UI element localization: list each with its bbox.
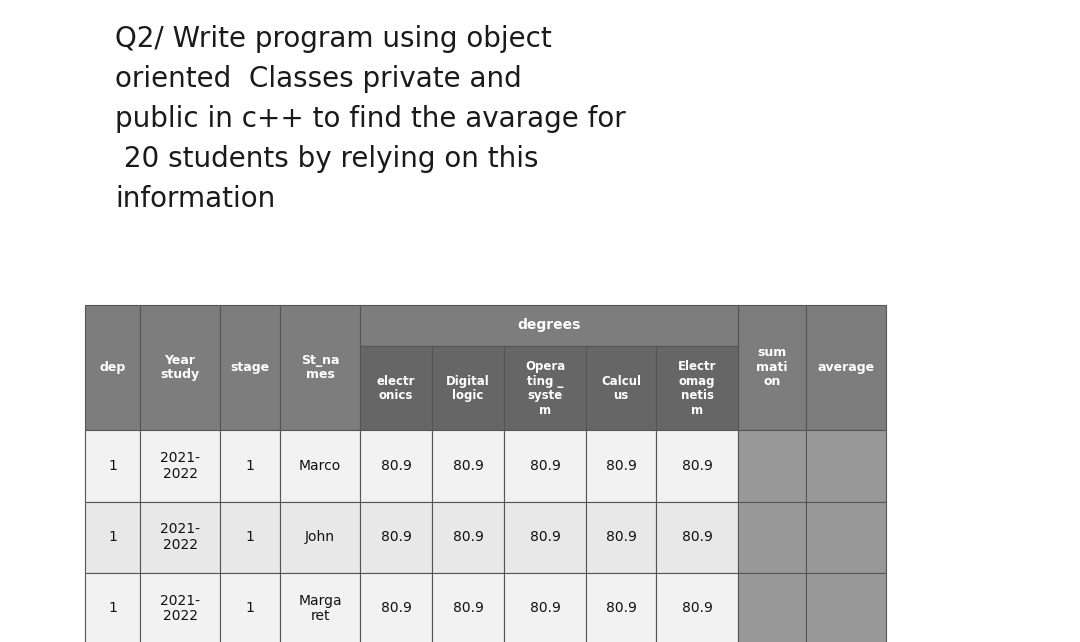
Bar (85, 305, 140, 430)
Bar (140, 430, 220, 501)
Text: electr
onics: electr onics (377, 374, 415, 402)
Text: 80.9: 80.9 (681, 459, 713, 473)
Text: 80.9: 80.9 (606, 530, 636, 544)
Bar (432, 430, 504, 501)
Bar (360, 430, 432, 501)
Bar (360, 573, 432, 642)
Text: 80.9: 80.9 (453, 459, 484, 473)
Bar (504, 430, 586, 501)
Bar (360, 305, 738, 346)
Bar (140, 573, 220, 642)
Text: Electr
omag
netis
m: Electr omag netis m (678, 360, 716, 417)
Text: 80.9: 80.9 (606, 459, 636, 473)
Bar (280, 573, 360, 642)
Bar (432, 501, 504, 573)
Text: sum
mati
on: sum mati on (756, 347, 787, 388)
Bar (738, 305, 806, 430)
Bar (504, 573, 586, 642)
Text: 1: 1 (108, 459, 117, 473)
Bar (738, 501, 806, 573)
Text: degrees: degrees (517, 318, 581, 333)
Text: 80.9: 80.9 (529, 530, 561, 544)
Bar (806, 305, 886, 430)
Text: 1: 1 (245, 530, 255, 544)
Bar (220, 430, 280, 501)
Bar (220, 501, 280, 573)
Bar (85, 430, 140, 501)
Bar (738, 573, 806, 642)
Bar (85, 573, 140, 642)
Bar (280, 501, 360, 573)
Text: 80.9: 80.9 (380, 530, 411, 544)
Bar (140, 501, 220, 573)
Text: 80.9: 80.9 (606, 602, 636, 616)
Bar (220, 573, 280, 642)
Bar (280, 305, 360, 430)
Text: 80.9: 80.9 (681, 602, 713, 616)
Text: 80.9: 80.9 (380, 459, 411, 473)
Text: 1: 1 (108, 530, 117, 544)
Text: 1: 1 (245, 602, 255, 616)
Bar (656, 430, 738, 501)
Text: 2021-
2022: 2021- 2022 (160, 451, 200, 481)
Text: Calcul
us: Calcul us (600, 374, 642, 402)
Bar (432, 346, 504, 430)
Bar (656, 346, 738, 430)
Bar (806, 501, 886, 573)
Bar (360, 501, 432, 573)
Text: average: average (818, 361, 875, 374)
Bar (85, 501, 140, 573)
Text: 2021-
2022: 2021- 2022 (160, 594, 200, 623)
Text: Marga
ret: Marga ret (298, 594, 341, 623)
Bar (586, 573, 656, 642)
Bar (738, 430, 806, 501)
Bar (220, 305, 280, 430)
Bar (504, 501, 586, 573)
Bar (280, 430, 360, 501)
Text: 80.9: 80.9 (529, 602, 561, 616)
Bar (360, 346, 432, 430)
Text: Opera
ting _
syste
m: Opera ting _ syste m (525, 360, 565, 417)
Bar (586, 430, 656, 501)
Text: 2021-
2022: 2021- 2022 (160, 523, 200, 552)
Text: 80.9: 80.9 (529, 459, 561, 473)
Bar (586, 346, 656, 430)
Text: Marco: Marco (299, 459, 341, 473)
Bar (432, 573, 504, 642)
Text: dep: dep (99, 361, 125, 374)
Bar (656, 573, 738, 642)
Text: Digital
logic: Digital logic (446, 374, 490, 402)
Text: 80.9: 80.9 (453, 530, 484, 544)
Bar (140, 305, 220, 430)
Bar (806, 573, 886, 642)
Text: 80.9: 80.9 (453, 602, 484, 616)
Text: Q2/ Write program using object
oriented  Classes private and
public in c++ to fi: Q2/ Write program using object oriented … (114, 25, 625, 213)
Bar (806, 430, 886, 501)
Text: John: John (305, 530, 335, 544)
Bar (586, 501, 656, 573)
Text: 80.9: 80.9 (380, 602, 411, 616)
Text: 1: 1 (108, 602, 117, 616)
Text: stage: stage (230, 361, 270, 374)
Text: 80.9: 80.9 (681, 530, 713, 544)
Text: St_na
mes: St_na mes (300, 354, 339, 381)
Bar (656, 501, 738, 573)
Text: Year
study: Year study (161, 354, 200, 381)
Bar (504, 346, 586, 430)
Text: 1: 1 (245, 459, 255, 473)
